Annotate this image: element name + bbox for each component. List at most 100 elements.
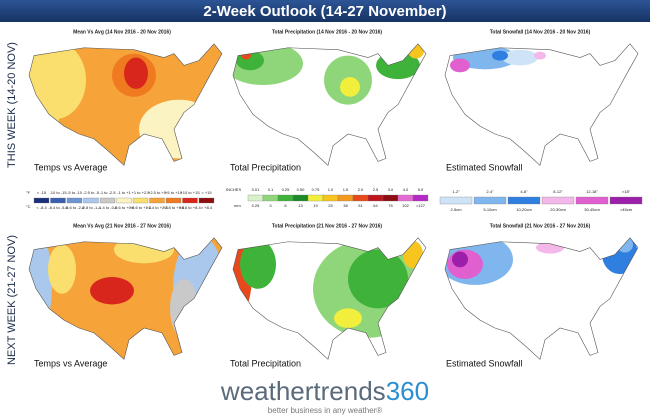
legend-label: -1 to -2.5	[99, 190, 116, 195]
legend-swatch	[99, 197, 116, 204]
legend-label: +1.4 to +2.8	[146, 205, 168, 210]
temperature-map	[28, 237, 223, 360]
legend-swatch	[473, 196, 507, 205]
legend-label: 76	[388, 203, 393, 208]
legend-label: 1-2"	[452, 189, 460, 194]
map-title: Mean Vs Avg (21 Nov 2016 - 27 Nov 2016)	[73, 223, 171, 229]
legend-swatch	[165, 197, 182, 204]
legend-swatch	[33, 197, 50, 204]
legend-label: -1 to +1	[117, 190, 131, 195]
legend-swatch	[50, 197, 66, 204]
legend-label: 8-12"	[553, 189, 563, 194]
snowfall-map	[444, 237, 639, 360]
legend-label: +2.5 to +5	[148, 190, 167, 195]
legend-unit: °C	[26, 204, 31, 209]
legend-swatch	[83, 197, 99, 204]
legend-swatch	[367, 194, 384, 202]
legend-swatch	[262, 194, 279, 202]
legend-label: 38	[343, 203, 348, 208]
temperature-map	[28, 43, 223, 166]
legend-label: 0.1	[268, 187, 274, 192]
map-title: Total Precipitation (14 Nov 2016 - 20 No…	[272, 29, 383, 35]
legend-label: 2-5cm	[450, 207, 462, 212]
legend-swatch	[507, 196, 541, 205]
legend-swatch	[182, 197, 198, 204]
legend-label: >18"	[622, 189, 631, 194]
snowfall-map	[444, 43, 639, 166]
legend-label: +10 to +15	[180, 190, 200, 195]
legend-label: 0.01	[252, 187, 261, 192]
legend-label: 30-45cm	[584, 207, 600, 212]
legend-label: 12-18"	[586, 189, 598, 194]
legend-label: > +15	[201, 190, 212, 195]
legend-label: 0.75	[312, 187, 321, 192]
legend-label: 25	[328, 203, 333, 208]
legend-label: 6	[284, 203, 287, 208]
legend-swatch	[439, 196, 473, 205]
legend-label: >45cm	[620, 207, 633, 212]
legend-label: +5 to +10	[165, 190, 183, 195]
legend-label: 0.25	[252, 203, 261, 208]
legend-label: -2.5 to -5	[83, 190, 100, 195]
row-label: THIS WEEK (14-20 NOV)	[6, 42, 18, 168]
legend-label: 3.0	[388, 187, 394, 192]
header-bar	[0, 0, 650, 22]
legend-label: 4.0	[403, 187, 409, 192]
legend-unit: INCHES	[226, 187, 241, 192]
map-caption: Temps vs Average	[34, 358, 107, 368]
legend-label: 13	[298, 203, 303, 208]
legend-label: +0.6 to +1.4	[130, 205, 152, 210]
map-caption: Estimated Snowfall	[446, 358, 523, 368]
legend-unit: mm	[234, 203, 241, 208]
precipitation-map	[232, 43, 427, 166]
legend-swatch	[307, 194, 324, 202]
legend-swatch	[277, 194, 294, 202]
legend-label: 0.50	[297, 187, 306, 192]
precipitation-map	[232, 237, 427, 360]
legend-label: 1.5	[343, 187, 349, 192]
legend-label: >127	[416, 203, 426, 208]
map-title: Mean Vs Avg (14 Nov 2016 - 20 Nov 2016)	[73, 29, 171, 35]
legend-label: 5.0	[418, 187, 424, 192]
legend-unit: °F	[26, 190, 31, 195]
legend-label: < -15	[37, 190, 47, 195]
legend-label: < -8.4	[36, 205, 47, 210]
map-title: Total Precipitation (21 Nov 2016 - 27 No…	[272, 223, 383, 229]
legend-label: -5 to -10	[67, 190, 83, 195]
legend-label: -8.4 to -5.6	[48, 205, 68, 210]
legend-label: -10 to -15	[49, 190, 67, 195]
legend-label: 5-10cm	[483, 207, 497, 212]
legend-swatch	[609, 196, 643, 205]
legend-label: +1 to +2.5	[131, 190, 150, 195]
legend-label: +5.6 to +8.4	[179, 205, 201, 210]
legend-label: +2.8 to +5.6	[163, 205, 185, 210]
map-caption: Estimated Snowfall	[446, 162, 523, 172]
legend-swatch	[541, 196, 575, 205]
legend-swatch	[575, 196, 609, 205]
legend-label: -0.6 to +0.6	[114, 205, 135, 210]
brand-number: 360	[386, 376, 429, 406]
brand-tagline: better business in any weather®	[268, 406, 383, 415]
legend-swatch	[382, 194, 399, 202]
map-title: Total Snowfall (21 Nov 2016 - 27 Nov 201…	[490, 223, 591, 229]
legend-swatch	[412, 194, 429, 202]
legend-label: -2.8 to -1.4	[81, 205, 101, 210]
legend-swatch	[149, 197, 165, 204]
legend-swatch	[322, 194, 339, 202]
legend-label: 102	[402, 203, 409, 208]
map-caption: Total Precipitation	[230, 358, 301, 368]
legend-swatch	[247, 194, 264, 202]
legend-label: 2-4"	[486, 189, 494, 194]
legend-label: 0.25	[282, 187, 291, 192]
legend-swatch	[132, 197, 149, 204]
map-caption: Total Precipitation	[230, 162, 301, 172]
legend-label: 51	[358, 203, 363, 208]
legend-label: 64	[373, 203, 378, 208]
legend-swatch	[116, 197, 132, 204]
legend-label: 10-20cm	[516, 207, 532, 212]
row-label: NEXT WEEK (21-27 NOV)	[6, 235, 18, 365]
map-title: Total Snowfall (14 Nov 2016 - 20 Nov 201…	[490, 29, 591, 35]
legend-swatch	[198, 197, 215, 204]
legend-swatch	[397, 194, 414, 202]
